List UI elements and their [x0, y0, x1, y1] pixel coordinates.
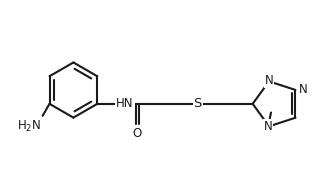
- Text: S: S: [194, 97, 202, 110]
- Text: O: O: [132, 127, 142, 140]
- Text: H$_2$N: H$_2$N: [17, 119, 41, 134]
- Text: N: N: [265, 74, 273, 87]
- Text: HN: HN: [116, 97, 133, 110]
- Text: N: N: [264, 120, 273, 133]
- Text: N: N: [298, 84, 307, 96]
